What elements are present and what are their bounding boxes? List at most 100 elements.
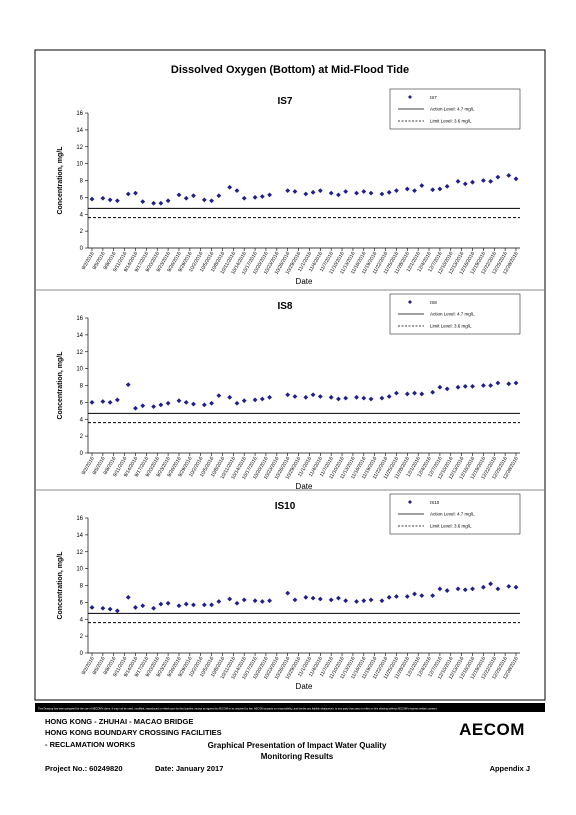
- y-tick-label: 8: [80, 584, 84, 590]
- data-point: [412, 591, 417, 597]
- data-point: [107, 197, 113, 203]
- data-point: [495, 174, 501, 180]
- project-line: - RECLAMATION WORKS: [45, 740, 135, 749]
- data-point: [234, 600, 240, 606]
- data-point: [183, 195, 189, 201]
- data-point: [513, 584, 519, 590]
- y-tick-label: 10: [76, 162, 83, 168]
- data-point: [259, 396, 265, 402]
- data-point: [412, 188, 417, 194]
- project-line: HONG KONG - ZHUHAI - MACAO BRIDGE: [45, 717, 193, 726]
- data-point: [191, 193, 196, 199]
- data-point: [252, 397, 258, 403]
- data-point: [480, 383, 486, 388]
- y-tick-label: 4: [80, 617, 84, 623]
- data-point: [227, 596, 233, 602]
- data-point: [317, 188, 323, 194]
- data-point: [151, 200, 157, 206]
- data-point: [437, 186, 443, 192]
- data-point: [158, 402, 164, 408]
- data-point: [292, 597, 298, 603]
- data-point: [140, 603, 146, 609]
- project-line: HONG KONG BOUNDARY CROSSING FACILITIES: [45, 728, 222, 737]
- y-tick-label: 16: [76, 316, 83, 322]
- data-point: [354, 599, 359, 604]
- data-point: [151, 404, 157, 409]
- data-point: [343, 598, 349, 604]
- data-point: [412, 390, 417, 396]
- data-point: [462, 181, 468, 187]
- data-point: [437, 586, 443, 592]
- data-point: [513, 380, 519, 386]
- legend-label: IS8: [430, 300, 437, 305]
- data-point: [455, 384, 461, 390]
- data-point: [437, 384, 443, 390]
- y-tick-label: 4: [80, 417, 84, 423]
- data-point: [394, 390, 399, 396]
- data-point: [133, 605, 138, 610]
- data-point: [125, 594, 131, 600]
- data-point: [114, 397, 120, 403]
- data-point: [125, 191, 131, 197]
- y-tick-label: 0: [80, 451, 84, 457]
- data-point: [419, 391, 425, 397]
- data-point: [234, 400, 240, 406]
- data-point: [343, 189, 349, 194]
- data-point: [158, 200, 164, 206]
- y-tick-label: 16: [76, 516, 83, 522]
- data-point: [176, 192, 182, 198]
- data-point: [209, 198, 214, 204]
- data-point: [386, 394, 392, 399]
- data-point: [430, 187, 436, 193]
- data-point: [292, 394, 298, 399]
- data-point: [470, 383, 475, 389]
- y-tick-label: 12: [76, 350, 83, 356]
- data-point: [386, 189, 392, 195]
- x-axis-label: Date: [296, 682, 313, 691]
- data-point: [513, 176, 519, 182]
- data-point: [252, 598, 258, 604]
- data-point: [462, 587, 468, 593]
- legend-label: IS7: [430, 95, 437, 100]
- y-tick-label: 0: [80, 246, 84, 252]
- data-point: [209, 400, 214, 406]
- project-no: Project No.: 60249820: [45, 764, 123, 773]
- data-point: [165, 198, 171, 204]
- y-axis-label: Concentration, mg/L: [57, 551, 64, 620]
- data-point: [506, 583, 512, 589]
- data-point: [462, 383, 468, 389]
- data-point: [310, 189, 316, 195]
- data-point: [404, 186, 410, 192]
- data-point: [241, 597, 247, 603]
- y-tick-label: 2: [80, 229, 84, 235]
- drawing-title: Graphical Presentation of Impact Water Q…: [208, 741, 387, 750]
- data-point: [444, 588, 450, 593]
- y-axis-label: Concentration, mg/L: [57, 146, 64, 215]
- data-point: [488, 178, 494, 184]
- data-point: [191, 401, 196, 407]
- data-point: [183, 601, 189, 607]
- page-title: Dissolved Oxygen (Bottom) at Mid-Flood T…: [171, 64, 409, 76]
- legend-label: Limit Level: 3.6 mg/L: [430, 324, 472, 329]
- legend-label: Limit Level: 3.6 mg/L: [430, 524, 472, 529]
- data-point: [107, 606, 113, 612]
- data-point: [292, 189, 298, 194]
- data-point: [259, 599, 265, 604]
- data-point: [354, 190, 359, 196]
- data-point: [303, 394, 309, 400]
- data-point: [165, 600, 171, 606]
- data-point: [267, 598, 272, 604]
- legend-label: IS10: [430, 500, 440, 505]
- data-point: [394, 594, 399, 599]
- data-point: [506, 173, 512, 178]
- y-tick-label: 0: [80, 651, 84, 657]
- data-point: [394, 188, 399, 194]
- y-tick-label: 16: [76, 111, 83, 117]
- y-tick-label: 4: [80, 212, 84, 218]
- data-point: [336, 192, 341, 198]
- y-tick-label: 12: [76, 145, 83, 151]
- data-point: [386, 594, 392, 600]
- data-point: [285, 188, 291, 194]
- data-point: [133, 190, 138, 196]
- data-point: [419, 183, 425, 188]
